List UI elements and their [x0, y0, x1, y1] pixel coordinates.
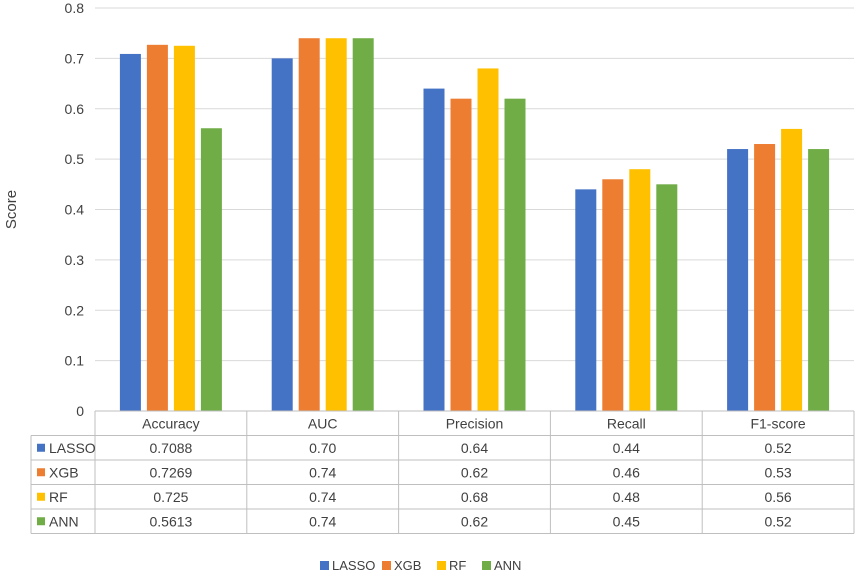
bar-rf-f1-score — [781, 128, 803, 411]
legend: LASSO XGB RF ANN — [320, 558, 521, 573]
y-tick-label: 0.6 — [65, 101, 85, 117]
bar-ann-auc — [352, 38, 374, 411]
y-axis-ticks: 0 0.1 0.2 0.3 0.4 0.5 0.6 0.7 0.8 — [65, 0, 85, 419]
legend-label-ann: ANN — [494, 558, 521, 573]
y-tick-label: 0.7 — [65, 50, 85, 66]
table-cell: 0.62 — [461, 513, 488, 529]
legend-label-rf: RF — [449, 558, 466, 573]
table-cell: 0.68 — [461, 489, 488, 505]
table-cell: 0.56 — [764, 489, 791, 505]
bar-ann-precision — [504, 98, 526, 412]
table-header-recall: Recall — [607, 415, 646, 431]
bar-xgb-recall — [602, 179, 624, 411]
legend-key-lasso — [320, 561, 329, 570]
table-cell: 0.53 — [764, 464, 791, 480]
table-cell: 0.74 — [309, 489, 336, 505]
table-cell: 0.70 — [309, 440, 336, 456]
bars — [119, 38, 830, 412]
legend-key-ann — [482, 561, 491, 570]
bar-xgb-precision — [450, 98, 472, 412]
table-cell: 0.46 — [613, 464, 640, 480]
bar-lasso-precision — [423, 88, 445, 411]
table-cell: 0.64 — [461, 440, 488, 456]
bar-lasso-recall — [575, 189, 597, 411]
table-cell: 0.7088 — [149, 440, 192, 456]
bar-xgb-f1-score — [754, 144, 776, 411]
table-cell: 0.52 — [764, 440, 791, 456]
table-legend-key-rf — [37, 492, 45, 501]
y-axis-title: Score — [3, 190, 20, 229]
bar-rf-recall — [629, 169, 651, 411]
table-cell: 0.45 — [613, 513, 640, 529]
table-header-auc: AUC — [308, 415, 338, 431]
bar-xgb-auc — [298, 38, 320, 411]
table-row-label: RF — [49, 489, 68, 505]
table-cell: 0.74 — [309, 513, 336, 529]
table-header-precision: Precision — [446, 415, 504, 431]
legend-label-xgb: XGB — [394, 558, 421, 573]
legend-key-xgb — [382, 561, 391, 570]
table-cell: 0.5613 — [149, 513, 192, 529]
bar-lasso-f1-score — [727, 149, 749, 412]
y-tick-label: 0.4 — [65, 202, 85, 218]
table-row-label: XGB — [49, 464, 79, 480]
table-legend-key-lasso — [37, 443, 45, 452]
bar-ann-f1-score — [808, 149, 830, 412]
table-legend-key-ann — [37, 517, 45, 526]
table-header-f1-score: F1-score — [750, 415, 805, 431]
table-header-accuracy: Accuracy — [142, 415, 200, 431]
table-row-label: ANN — [49, 513, 79, 529]
table-cell: 0.7269 — [149, 464, 192, 480]
table-cell: 0.52 — [764, 513, 791, 529]
y-tick-label: 0.2 — [65, 302, 85, 318]
bar-ann-recall — [656, 184, 678, 411]
y-tick-label: 0.5 — [65, 151, 85, 167]
bar-rf-accuracy — [173, 45, 195, 411]
table-cell: 0.48 — [613, 489, 640, 505]
legend-label-lasso: LASSO — [332, 558, 375, 573]
y-tick-label: 0.8 — [65, 0, 85, 16]
table-row-label: LASSO — [49, 440, 96, 456]
bar-lasso-auc — [271, 58, 293, 411]
y-tick-label: 0.1 — [65, 353, 85, 369]
bar-rf-precision — [477, 68, 499, 411]
table-cell: 0.62 — [461, 464, 488, 480]
y-tick-label: 0.3 — [65, 252, 85, 268]
bar-lasso-accuracy — [119, 53, 141, 411]
legend-key-rf — [437, 561, 446, 570]
bar-rf-auc — [325, 38, 347, 411]
table-cell: 0.44 — [613, 440, 640, 456]
table-cell: 0.74 — [309, 464, 336, 480]
bar-ann-accuracy — [200, 128, 222, 412]
table-cell: 0.725 — [153, 489, 188, 505]
table-legend-key-xgb — [37, 468, 45, 477]
y-tick-label: 0 — [76, 403, 84, 419]
bar-xgb-accuracy — [146, 44, 168, 411]
data-table: Accuracy AUC Precision Recall F1-score LASSO 0… — [30, 410, 855, 534]
